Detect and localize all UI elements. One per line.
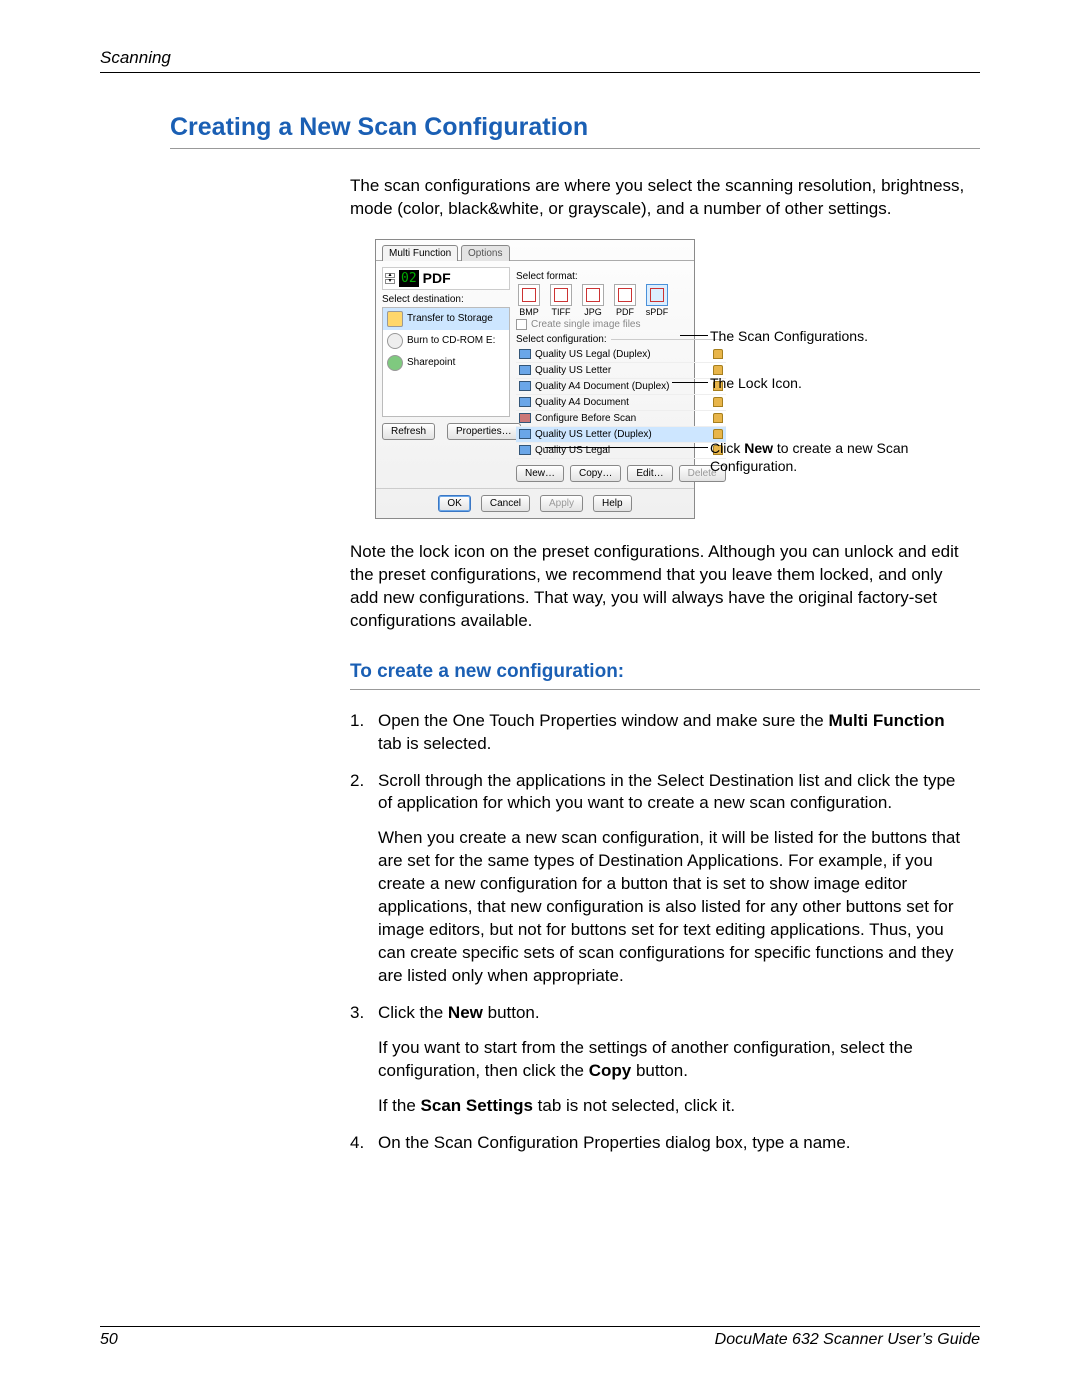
step-3-p2: If the Scan Settings tab is not selected…	[378, 1095, 970, 1118]
config-icon	[519, 381, 531, 391]
config-icon	[519, 349, 531, 359]
ok-button[interactable]: OK	[438, 495, 470, 512]
jpg-icon	[582, 284, 604, 306]
step-2: Scroll through the applications in the S…	[350, 770, 970, 988]
pdf-icon	[614, 284, 636, 306]
tiff-icon	[550, 284, 572, 306]
copy-button[interactable]: Copy…	[570, 465, 621, 482]
step-3: Click the New button. If you want to sta…	[350, 1002, 970, 1118]
config-icon	[519, 429, 531, 439]
checkbox-icon[interactable]	[516, 319, 527, 330]
format-pdf[interactable]: PDF	[612, 284, 638, 317]
dest-label: Burn to CD-ROM E:	[407, 335, 495, 346]
step-4: On the Scan Configuration Properties dia…	[350, 1132, 970, 1155]
config-list[interactable]: Quality US Legal (Duplex) Quality US Let…	[516, 347, 726, 459]
page-footer: 50 DocuMate 632 Scanner User’s Guide	[100, 1326, 980, 1349]
folder-icon	[387, 311, 403, 327]
spdf-icon	[646, 284, 668, 306]
step-1: Open the One Touch Properties window and…	[350, 710, 970, 756]
config-item[interactable]: Quality US Letter (Duplex)	[516, 427, 726, 443]
lock-icon	[713, 397, 723, 407]
steps-list: Open the One Touch Properties window and…	[350, 710, 970, 1155]
config-icon	[519, 397, 531, 407]
properties-button[interactable]: Properties…	[447, 423, 521, 440]
figure-wrap: Multi Function Options ▴▾ 02 PDF Select …	[350, 239, 980, 519]
format-jpg[interactable]: JPG	[580, 284, 606, 317]
tab-options[interactable]: Options	[461, 245, 509, 261]
dest-label: Sharepoint	[407, 357, 455, 368]
cancel-button[interactable]: Cancel	[481, 495, 530, 512]
intro-paragraph: The scan configurations are where you se…	[350, 175, 970, 221]
callout-lock-icon: The Lock Icon.	[710, 374, 910, 392]
select-config-label: Select configuration:	[516, 334, 607, 345]
select-destination-label: Select destination:	[382, 294, 510, 305]
apply-button[interactable]: Apply	[540, 495, 583, 512]
step-3-p1: If you want to start from the settings o…	[378, 1037, 970, 1083]
properties-dialog: Multi Function Options ▴▾ 02 PDF Select …	[375, 239, 695, 519]
dest-burn-cd[interactable]: Burn to CD-ROM E:	[383, 330, 509, 352]
config-item[interactable]: Quality US Letter	[516, 363, 726, 379]
running-header: Scanning	[100, 48, 980, 73]
select-format-label: Select format:	[516, 271, 726, 282]
config-item[interactable]: Quality US Legal (Duplex)	[516, 347, 726, 363]
config-item[interactable]: Quality US Legal	[516, 443, 726, 459]
format-tiff[interactable]: TIFF	[548, 284, 574, 317]
lock-icon	[713, 349, 723, 359]
dest-transfer-storage[interactable]: Transfer to Storage	[383, 308, 509, 330]
button-number: 02	[399, 270, 419, 287]
cd-icon	[387, 333, 403, 349]
config-icon	[519, 445, 531, 455]
format-row: BMP TIFF JPG PDF sPDF	[516, 284, 726, 317]
new-button[interactable]: New…	[516, 465, 564, 482]
dest-label: Transfer to Storage	[407, 313, 493, 324]
dest-sharepoint[interactable]: Sharepoint	[383, 352, 509, 374]
step-2-extra: When you create a new scan configuration…	[378, 827, 970, 988]
config-icon	[519, 365, 531, 375]
button-spinner[interactable]: ▴▾	[385, 273, 395, 284]
section-title: Creating a New Scan Configuration	[170, 113, 980, 149]
subsection-title: To create a new configuration:	[350, 661, 980, 690]
refresh-button[interactable]: Refresh	[382, 423, 435, 440]
sharepoint-icon	[387, 355, 403, 371]
single-files-row[interactable]: Create single image files	[516, 319, 726, 330]
footer-title: DocuMate 632 Scanner User’s Guide	[715, 1331, 980, 1349]
pdf-label: PDF	[423, 270, 451, 286]
after-figure-paragraph: Note the lock icon on the preset configu…	[350, 541, 970, 633]
help-button[interactable]: Help	[593, 495, 632, 512]
page-number: 50	[100, 1331, 118, 1349]
bmp-icon	[518, 284, 540, 306]
format-indicator: ▴▾ 02 PDF	[382, 267, 510, 290]
tab-multi-function[interactable]: Multi Function	[382, 245, 458, 261]
edit-button[interactable]: Edit…	[627, 465, 672, 482]
lock-icon	[713, 413, 723, 423]
lock-icon	[713, 429, 723, 439]
format-bmp[interactable]: BMP	[516, 284, 542, 317]
config-item[interactable]: Quality A4 Document	[516, 395, 726, 411]
callout-new-button: Click New to create a new Scan Configura…	[710, 439, 930, 475]
tab-strip: Multi Function Options	[376, 240, 694, 260]
config-item[interactable]: Configure Before Scan	[516, 411, 726, 427]
single-files-label: Create single image files	[531, 319, 641, 330]
gear-icon	[519, 413, 531, 423]
format-spdf[interactable]: sPDF	[644, 284, 670, 317]
destination-list[interactable]: Transfer to Storage Burn to CD-ROM E: Sh…	[382, 307, 510, 417]
callout-scan-configs: The Scan Configurations.	[710, 327, 910, 345]
